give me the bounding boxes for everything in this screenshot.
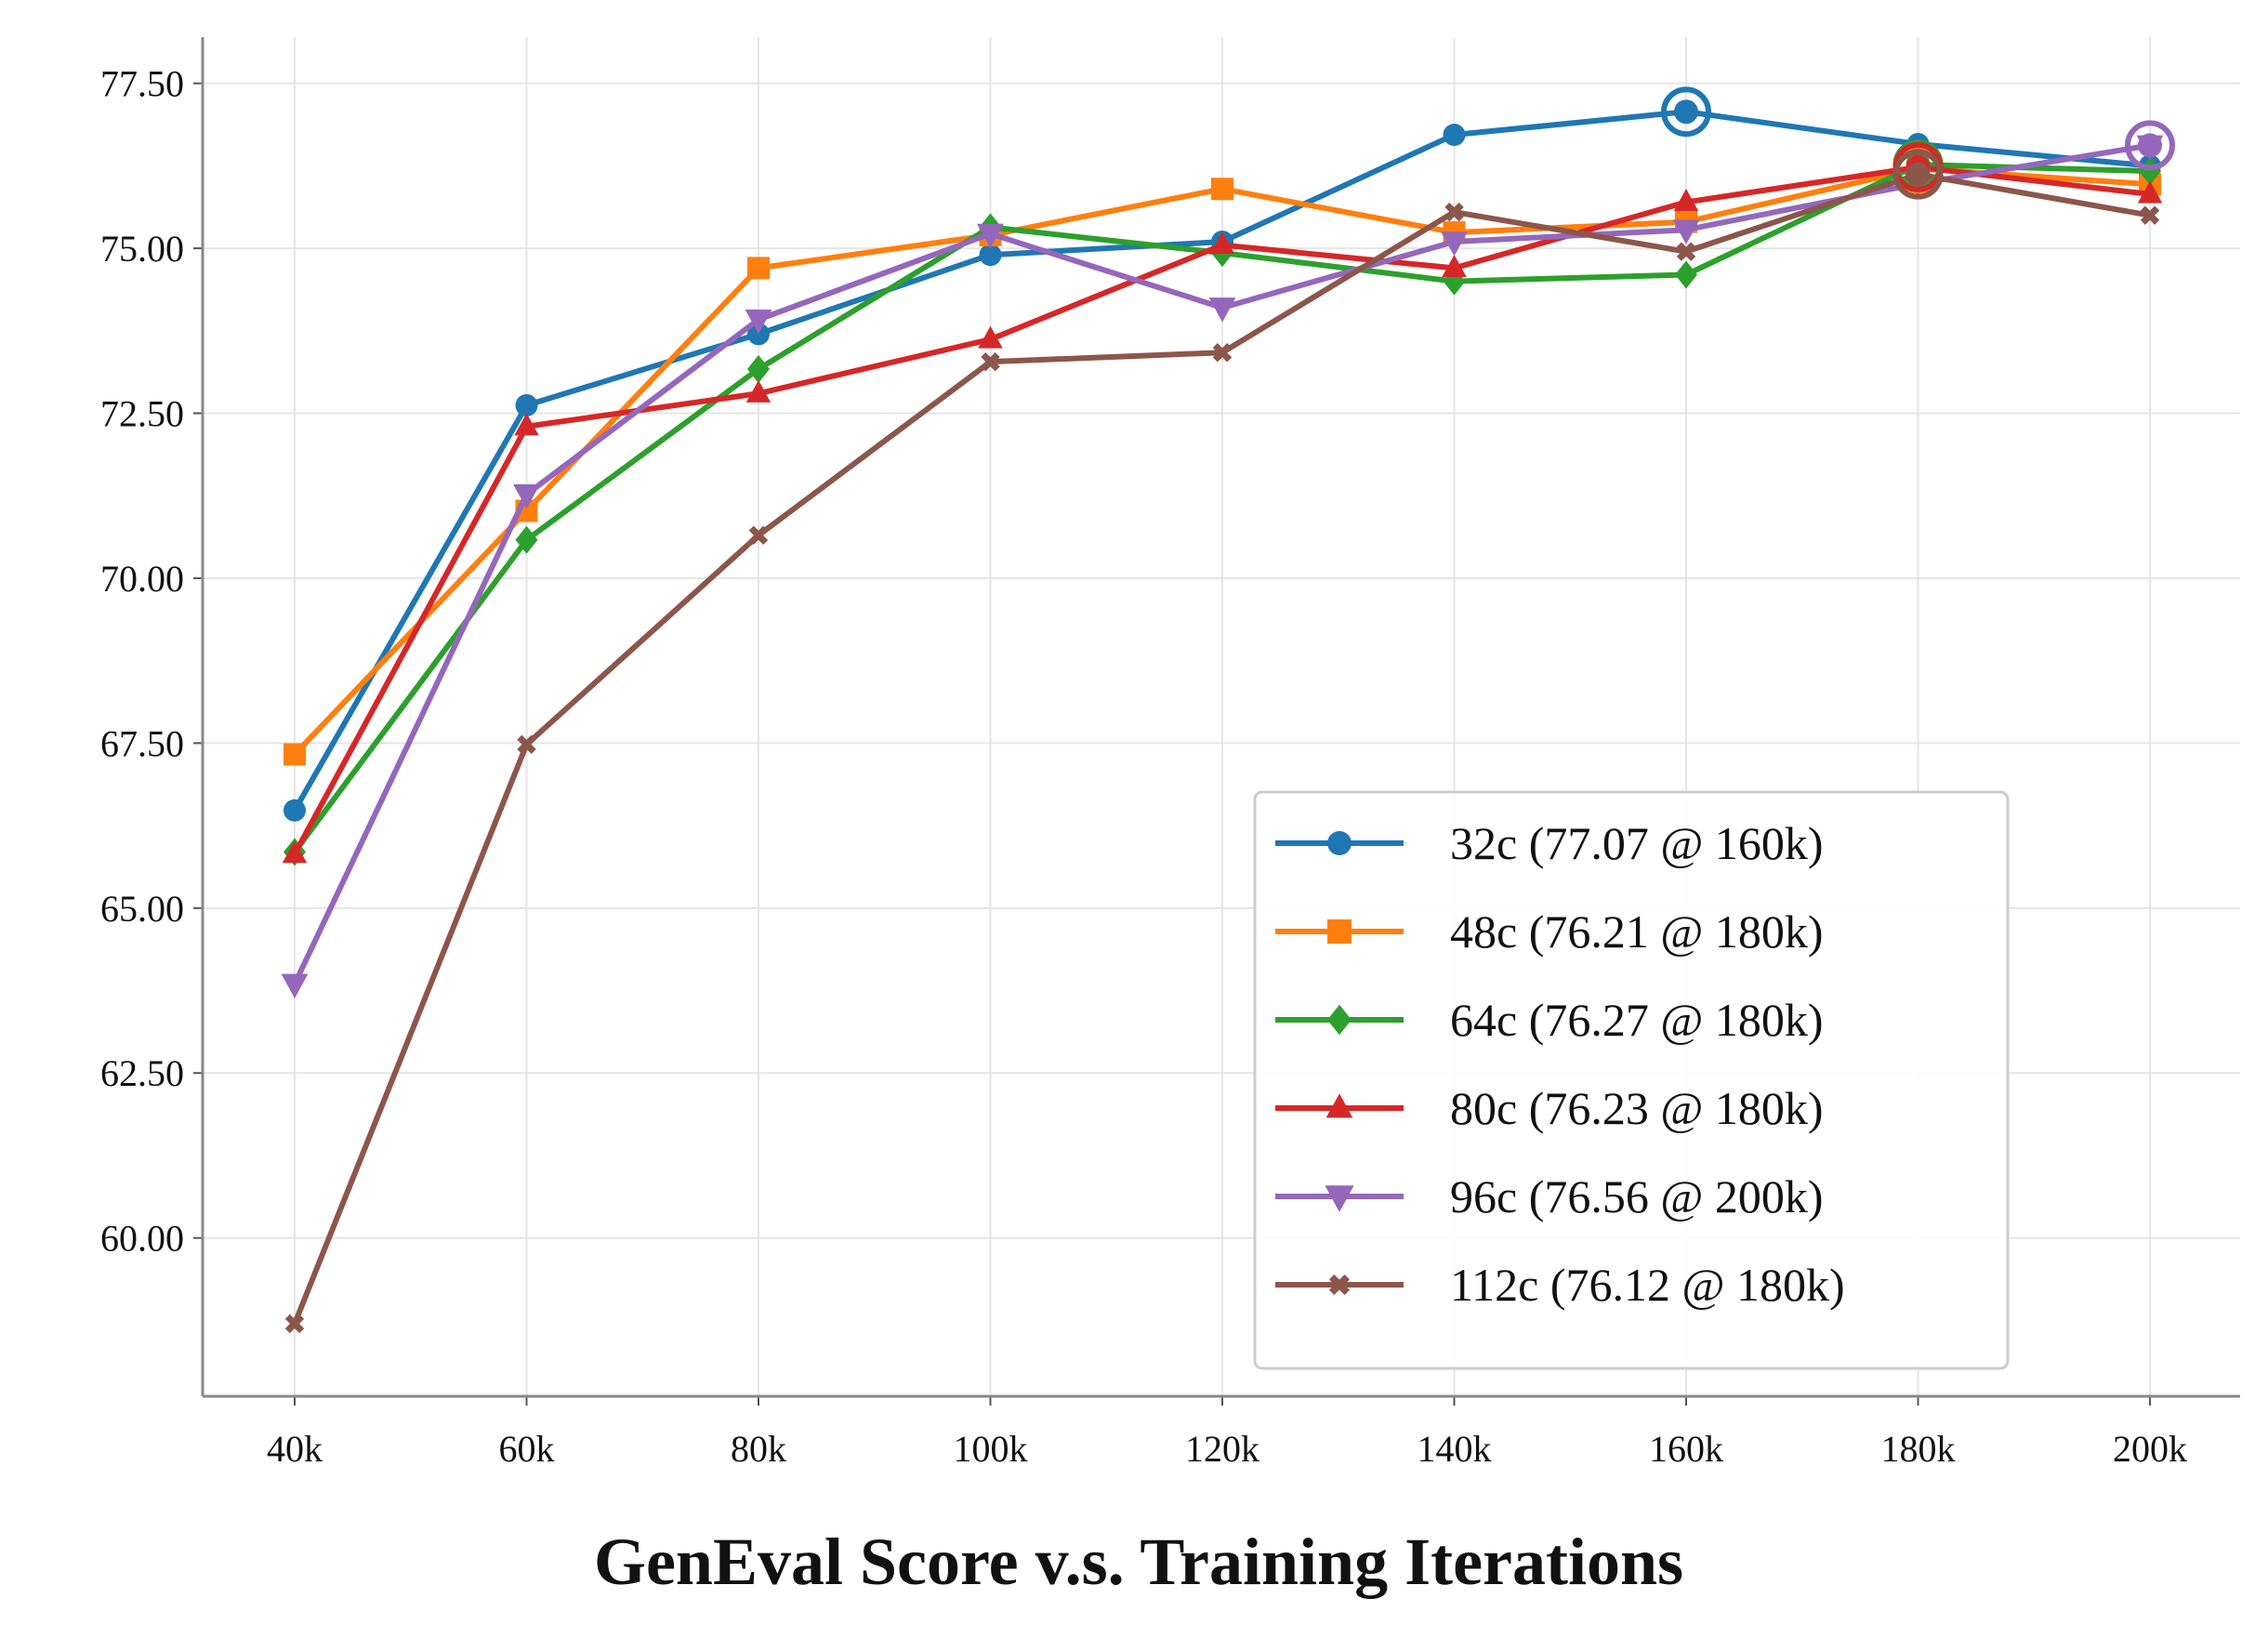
y-tick-label: 62.50 [100,1052,184,1094]
data-point [1672,219,1700,244]
data-point [514,413,539,436]
legend-marker [1328,1274,1351,1296]
x-tick-label: 40k [267,1428,323,1470]
legend-marker [1325,1185,1354,1212]
data-point [1443,124,1466,147]
x-tick-label: 180k [1881,1428,1956,1470]
y-tick-label: 72.50 [100,393,184,435]
data-point [1211,178,1233,201]
axes: 60.00 62.50 65.00 67.50 70.00 72.50 75.00 77.50… [100,37,2240,1470]
y-tick-label: 67.50 [100,722,184,764]
best-point-ring [2125,120,2175,171]
legend-marker [1327,831,1352,855]
y-tick-label: 65.00 [100,888,184,930]
data-point [515,394,538,417]
legend-entry: 48c (76.21 @ 180k) [1275,905,1824,958]
data-point [747,354,770,383]
x-tick-label: 140k [1418,1428,1492,1470]
data-point [1212,343,1233,363]
legend-entry: 112c (76.12 @ 180k) [1275,1259,1845,1311]
x-tick-label: 100k [954,1428,1028,1470]
x-tick-label: 120k [1185,1428,1259,1470]
data-point [513,484,540,509]
data-point [2137,180,2163,204]
legend-label: 112c (76.12 @ 180k) [1450,1259,1845,1311]
best-point-marker [2138,133,2162,158]
legend-label: 96c (76.56 @ 200k) [1450,1170,1824,1222]
data-point [284,743,306,766]
legend-box [1253,790,2010,1370]
y-tick-label: 60.00 [100,1218,184,1260]
data-point [2139,157,2161,186]
legend-entry: 64c (76.27 @ 180k) [1275,994,1824,1046]
data-point [1442,254,1467,277]
data-point [977,223,1004,249]
series-3 [282,153,2163,864]
series-5 [284,165,2160,1334]
legend-label: 32c (77.07 @ 160k) [1450,817,1824,869]
y-tick-label: 75.00 [100,228,184,270]
x-tick-label: 80k [731,1428,786,1470]
data-point [2140,205,2160,225]
data-point [747,257,770,280]
legend-entry: 32c (77.07 @ 160k) [1275,817,1824,869]
data-point [1676,242,1696,261]
legend-label: 80c (76.23 @ 180k) [1450,1082,1824,1134]
best-point-marker [1674,99,1698,125]
legend-entry: 80c (76.23 @ 180k) [1275,1082,1824,1134]
best-point-ring [1892,149,1944,200]
y-tick-label: 77.50 [100,63,184,105]
data-point [515,525,538,554]
data-point [745,379,771,403]
legend-label: 48c (76.21 @ 180k) [1450,905,1824,958]
data-point [979,244,1002,267]
best-markers [1661,86,2175,200]
y-tick-label: 70.00 [100,558,184,600]
data-point [745,309,772,335]
data-point [1444,202,1464,222]
x-tick-label: 200k [2113,1428,2187,1470]
data-point [1209,231,1235,255]
legend-marker [1327,919,1352,944]
data-point [981,351,1000,372]
data-point [282,840,308,864]
data-point [1675,260,1697,289]
x-tick-label: 60k [499,1428,555,1470]
data-point [1208,297,1236,323]
legend-entry: 96c (76.56 @ 200k) [1275,1170,1824,1222]
legend: 32c (77.07 @ 160k) 48c (76.21 @ 180k) 64c … [1253,790,2010,1370]
data-point [978,325,1003,349]
legend-label: 64c (76.27 @ 180k) [1450,994,1824,1046]
data-point [517,734,536,755]
data-point [284,1314,305,1334]
best-point-marker [1905,162,1931,187]
data-point [284,799,306,822]
legend-marker [1325,1093,1353,1118]
x-tick-label: 160k [1649,1428,1723,1470]
legend-marker [1327,1004,1352,1036]
data-point [1441,231,1468,257]
best-point-ring [1661,86,1711,138]
data-point [748,525,769,546]
data-point [281,973,309,999]
chart-title: GenEval Score v.s. Training Iterations [594,1525,1683,1599]
data-point [1673,189,1699,212]
data-point [747,323,770,346]
series-lines [281,100,2164,1334]
